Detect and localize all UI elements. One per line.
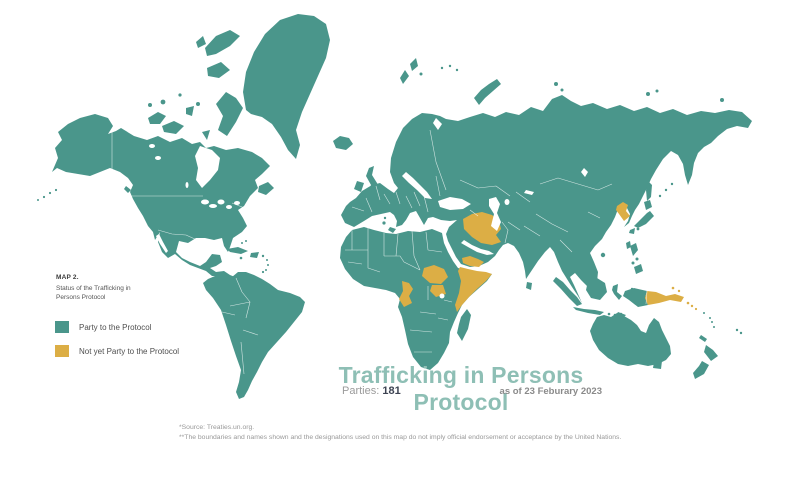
party-swatch (55, 321, 69, 333)
australia (590, 313, 671, 366)
great-bear-lake (149, 144, 155, 148)
newfoundland (258, 182, 274, 195)
white-sea (433, 118, 442, 130)
footnote-disclaimer: **The boundaries and names shown and the… (179, 434, 622, 441)
country-yemen (462, 256, 484, 267)
africa-landmass (340, 227, 492, 370)
ireland (354, 181, 364, 192)
baltic-sea (402, 172, 432, 199)
not-yet-party-swatch (55, 345, 69, 357)
mediterranean-islands (382, 216, 396, 233)
caribbean-islands (227, 240, 269, 274)
java (573, 307, 604, 315)
hudson-bay (195, 146, 220, 188)
taiwan (626, 241, 631, 249)
new-zealand-south (693, 361, 709, 379)
title-subrow: Parties: 181 as of 23 Feburary 2023 (320, 385, 602, 397)
map-label: MAP 2. (56, 274, 79, 281)
hainan (600, 252, 606, 258)
country-iran (463, 212, 501, 245)
page-title: Trafficking in Persons Protocol (338, 362, 584, 415)
legend-label: Party to the Protocol (79, 322, 152, 332)
gulf-of-california (156, 234, 168, 253)
lake-victoria (439, 293, 445, 299)
iceland (333, 136, 353, 150)
legend: Party to the Protocol Not yet Party to t… (55, 321, 179, 357)
caspian-sea (489, 197, 501, 231)
borneo (586, 278, 607, 300)
lake-baikal (581, 168, 588, 177)
legend-item-party: Party to the Protocol (55, 321, 179, 333)
parties-count: Parties: 181 (342, 385, 401, 397)
luzon (630, 243, 638, 256)
persian-gulf (461, 240, 494, 255)
new-zealand-north (704, 345, 718, 361)
country-borders (111, 129, 648, 375)
south-america-landmass (203, 272, 305, 399)
footnote-source: *Source: Treaties.un.org. (179, 424, 255, 431)
map-subtitle: Status of the Trafficking in Persons Pro… (56, 285, 131, 301)
japan (644, 200, 652, 210)
sicily (388, 227, 396, 233)
country-somalia (455, 267, 492, 312)
water-overlays (149, 118, 588, 299)
southeast-asia-islands (526, 243, 648, 318)
country-papua-new-guinea (645, 291, 684, 305)
aral-sea (504, 199, 510, 205)
country-north-korea (616, 202, 630, 221)
madagascar (457, 309, 471, 341)
black-sea (438, 197, 471, 210)
as-of-date: as of 23 Feburary 2023 (499, 386, 602, 397)
great-lakes (201, 199, 240, 209)
arctic-islands (148, 30, 243, 140)
arctic-russian-islands (400, 58, 724, 105)
sumatra (553, 277, 582, 306)
west-new-guinea (623, 288, 648, 307)
legend-label: Not yet Party to the Protocol (79, 346, 180, 356)
parties-value: 181 (382, 385, 401, 397)
legend-header: MAP 2. Status of the Trafficking in Pers… (56, 274, 186, 302)
greenland (243, 14, 330, 159)
legend-item-not-yet-party: Not yet Party to the Protocol (55, 345, 179, 357)
aleutian-islands (37, 188, 58, 201)
north-america-landmass (52, 114, 270, 281)
lake-winnipeg (185, 182, 189, 188)
tasmania (653, 361, 662, 369)
country-congo (399, 281, 413, 307)
great-slave-lake (155, 156, 161, 160)
corsica (383, 216, 387, 220)
mindanao (634, 264, 643, 274)
sri-lanka (526, 282, 532, 290)
country-solomon-islands (671, 286, 698, 311)
lake-balkhash (524, 190, 534, 195)
eurasia-landmass (341, 95, 752, 303)
new-caledonia (699, 335, 707, 342)
sulawesi (612, 284, 622, 300)
east-asia-islands (600, 181, 674, 258)
sardinia (382, 221, 386, 225)
not-yet-party-countries (399, 202, 698, 312)
vancouver-island (124, 186, 131, 193)
country-south-sudan (422, 265, 448, 284)
title-block: Trafficking in Persons Protocol (300, 362, 622, 416)
oceania (590, 312, 743, 379)
footnotes: *Source: Treaties.un.org. **The boundari… (179, 423, 699, 443)
